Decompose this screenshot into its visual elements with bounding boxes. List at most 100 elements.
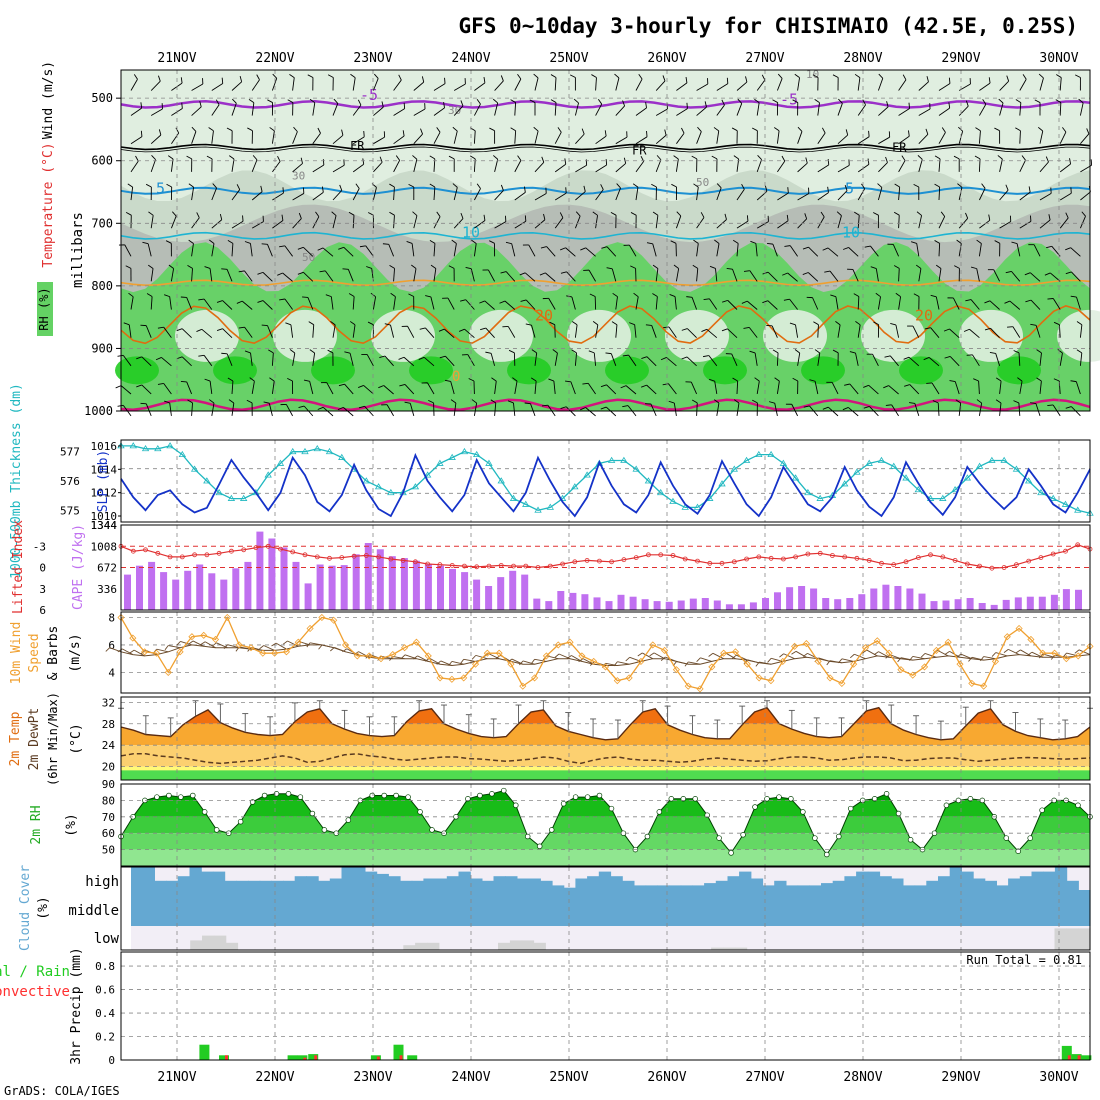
wind-barb-flag xyxy=(117,404,124,407)
wind-barb-staff xyxy=(716,187,722,201)
wind-barb-flag xyxy=(246,399,253,404)
cloud-middle-bar xyxy=(438,890,452,926)
wind-barb-staff xyxy=(655,296,658,310)
wind-speed-marker xyxy=(613,677,621,685)
wind-barb-flag xyxy=(822,247,829,251)
wind-barb-flag xyxy=(331,211,337,216)
lifted-index-marker xyxy=(1063,548,1068,554)
wind-barb-flag xyxy=(984,300,991,304)
thickness-marker xyxy=(289,447,297,455)
wind-barb-staff xyxy=(898,160,906,173)
wind-barb-flag xyxy=(920,653,926,658)
wind-barb-flag xyxy=(944,356,951,359)
wind-barb-staff xyxy=(1079,102,1084,116)
wind-barb-flag xyxy=(378,385,384,389)
wind-barb-staff xyxy=(714,381,718,395)
cloud-middle-bar xyxy=(912,890,925,926)
cape-bar xyxy=(1002,599,1010,610)
wind-barb-flag xyxy=(140,102,143,109)
wind-barb-flag xyxy=(489,127,495,132)
cloud-high-bar xyxy=(657,885,670,890)
temp-tick-label: 28 xyxy=(102,718,115,731)
wind-barb-staff xyxy=(857,296,860,310)
wind-barb-staff xyxy=(352,324,356,338)
thickness-marker xyxy=(939,494,947,501)
wind-speed-marker xyxy=(1039,649,1047,657)
wind-barb-staff xyxy=(271,78,278,91)
rh-marker xyxy=(201,809,208,815)
wind-barb-staff xyxy=(575,191,586,201)
wind-barb-flag xyxy=(716,183,722,189)
wind-barb-staff xyxy=(652,243,657,257)
wind-barb-flag xyxy=(425,295,432,298)
thickness-marker xyxy=(129,442,137,449)
isotherm-freezing xyxy=(120,143,1091,151)
wind-barb-flag xyxy=(187,264,193,269)
wind-barb-staff xyxy=(303,272,314,282)
wind-barb-flag xyxy=(548,378,555,382)
wind-barb-staff xyxy=(413,159,418,172)
cloud-middle-bar xyxy=(403,890,416,926)
isotherm-label: FR xyxy=(892,140,907,154)
wind-barb-staff xyxy=(373,106,384,116)
wind-barb-staff xyxy=(1020,649,1032,657)
wind-barb-staff xyxy=(150,134,162,145)
cape-bar xyxy=(208,573,216,610)
rh-marker xyxy=(213,827,220,833)
wind-barb-staff xyxy=(938,107,950,116)
wind-barb-flag xyxy=(616,183,621,189)
precip-tick-label: 0.6 xyxy=(95,984,115,997)
wind-barb-staff xyxy=(211,83,223,91)
date-label: 27NOV xyxy=(745,51,784,66)
thickness-marker xyxy=(755,450,763,458)
cloud-middle-bar xyxy=(651,890,665,926)
wind-barb-staff xyxy=(514,381,518,395)
wind-barb-flag xyxy=(864,245,871,248)
wind-barb-staff xyxy=(655,80,666,91)
wind-speed-marker xyxy=(944,638,952,646)
cloud-high-bar xyxy=(938,876,951,890)
wind-speed-marker xyxy=(460,674,468,682)
wind-barb-staff xyxy=(211,243,215,257)
thickness-marker xyxy=(1024,477,1033,484)
lifted-index-marker xyxy=(817,550,823,556)
wind-barb-staff xyxy=(262,300,273,310)
cape-bar xyxy=(798,586,806,610)
wind-barb-flag xyxy=(794,73,800,79)
wind-barb-flag xyxy=(188,640,194,645)
wind-barb-flag xyxy=(592,320,599,326)
wind-barb-staff xyxy=(749,270,758,282)
cape-tick-label: 1008 xyxy=(91,540,118,553)
thickness-marker xyxy=(546,503,555,510)
wind-barb-flag xyxy=(656,155,662,161)
cloud-high-bar xyxy=(1019,876,1033,890)
cape-bar xyxy=(328,565,336,610)
wind-barb-flag xyxy=(1015,99,1022,103)
wind-barb-staff xyxy=(593,352,597,366)
wind-barb-staff xyxy=(978,402,983,416)
wind-barb-staff xyxy=(978,380,980,394)
wind-barb-flag xyxy=(483,214,486,221)
wind-speed-marker xyxy=(389,650,397,659)
wind-barb-staff xyxy=(330,296,334,310)
rh-moist-pocket xyxy=(605,356,649,385)
precip-total-bar xyxy=(1061,1045,1072,1060)
cloud-high-bar xyxy=(306,876,319,890)
rh-marker xyxy=(752,804,758,810)
cloud-middle-bar xyxy=(936,890,949,926)
wind-speed-marker xyxy=(330,616,338,624)
date-label: 29NOV xyxy=(941,51,980,66)
wind10m-frame xyxy=(120,611,1091,694)
wind-barb-flag xyxy=(1047,298,1054,300)
wind-barb-staff xyxy=(124,244,132,257)
wind-barb-flag xyxy=(620,385,627,389)
wind-barb-flag xyxy=(550,74,557,78)
wind-barb-flag xyxy=(943,328,950,332)
wind-barb-flag xyxy=(762,300,769,304)
cloud-low-bar xyxy=(723,947,736,950)
wind-barb-staff xyxy=(817,352,821,366)
cape-bar xyxy=(533,598,541,610)
rh-marker xyxy=(1075,802,1081,809)
wind-barb-staff xyxy=(1030,272,1041,282)
wind-barb-flag xyxy=(660,357,667,361)
